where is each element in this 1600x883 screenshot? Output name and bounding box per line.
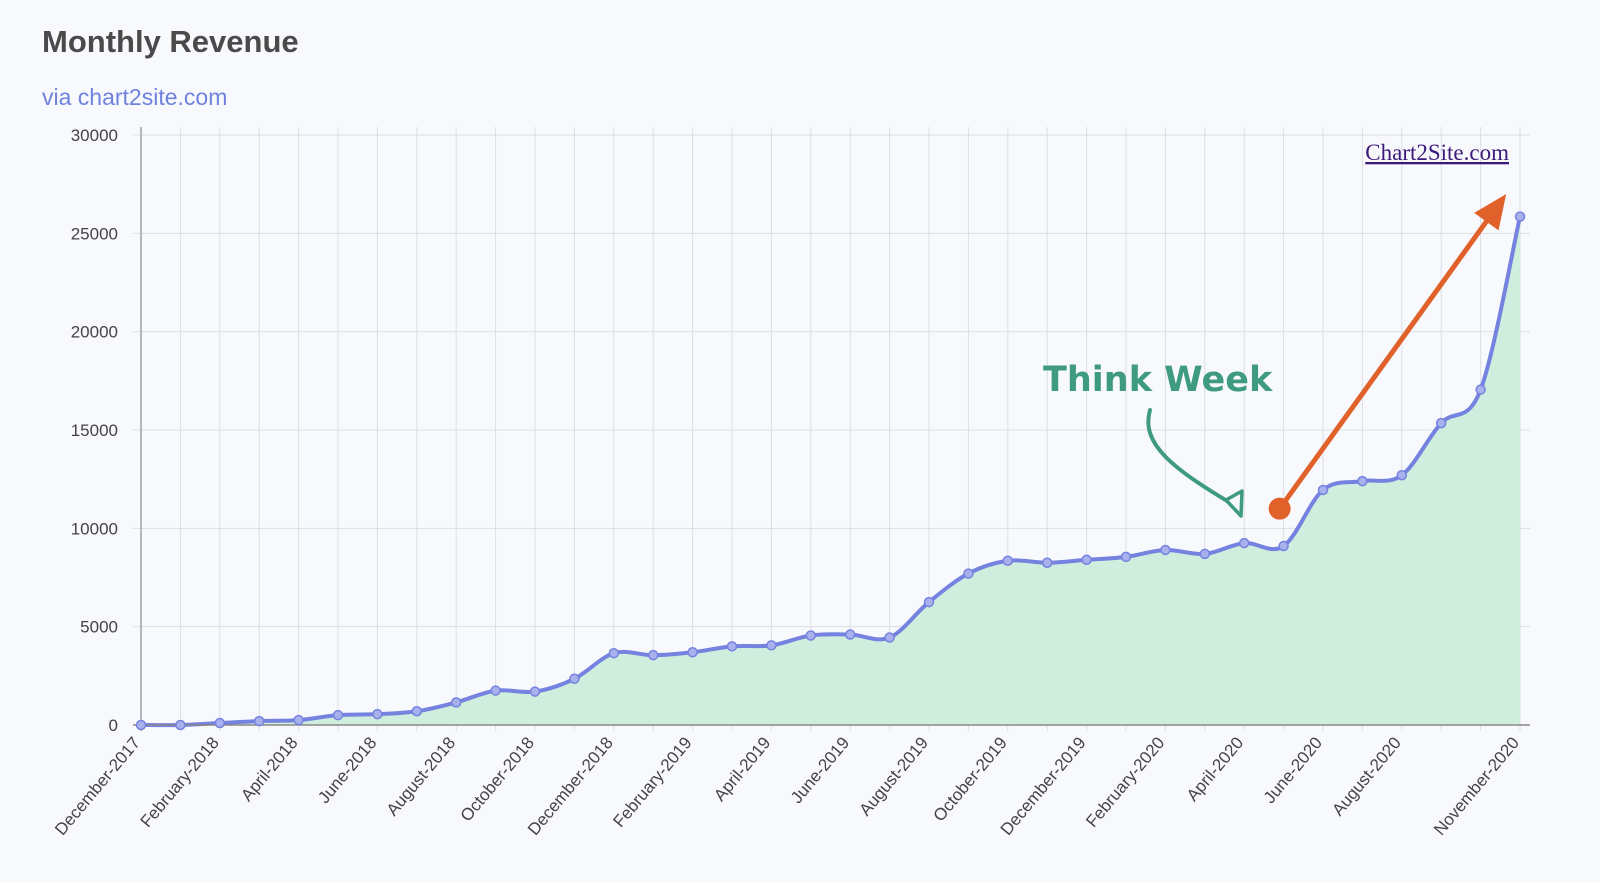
data-point — [687, 646, 698, 658]
x-tick-label: June-2018 — [314, 733, 380, 807]
x-tick-label: June-2019 — [787, 733, 853, 807]
data-point — [293, 714, 304, 726]
annotation-curved-arrow — [1146, 408, 1239, 509]
point-layer — [135, 211, 1526, 731]
data-point — [1357, 475, 1368, 487]
data-point — [450, 697, 462, 708]
x-tick-label: August-2018 — [383, 733, 460, 819]
data-point — [884, 632, 895, 643]
x-tick-label: August-2019 — [856, 733, 933, 819]
data-point — [1514, 211, 1526, 222]
data-point — [1278, 540, 1289, 552]
data-point — [529, 686, 541, 697]
data-point — [1041, 557, 1053, 568]
data-point — [1396, 469, 1408, 481]
data-point — [1160, 544, 1171, 556]
data-point — [332, 709, 344, 721]
trend-arrowhead — [1474, 194, 1507, 231]
area-fill — [141, 216, 1520, 726]
x-tick-label: December-2019 — [997, 733, 1090, 839]
chart-subtitle-link[interactable]: via chart2site.com — [42, 84, 228, 110]
data-point — [923, 596, 935, 608]
x-tick-label: November-2020 — [1430, 733, 1523, 839]
y-tick-label: 10000 — [71, 519, 118, 538]
data-point — [844, 629, 856, 640]
trend-arrow-start-dot — [1268, 497, 1291, 520]
x-tick-label: August-2020 — [1328, 733, 1405, 819]
data-point — [1317, 484, 1329, 496]
y-tick-label: 15000 — [71, 421, 118, 440]
annotation-layer: Think Week — [1043, 194, 1507, 520]
x-tick-label: April-2019 — [710, 733, 774, 805]
area-layer — [140, 216, 1522, 728]
data-point — [1120, 551, 1132, 563]
data-point — [726, 641, 738, 652]
x-tick-label: February-2019 — [609, 733, 695, 831]
x-tick-label: October-2018 — [457, 733, 538, 825]
chart-title: Monthly Revenue — [42, 24, 299, 59]
data-point — [253, 715, 265, 727]
trend-arrow-line — [1277, 219, 1489, 512]
x-tick-label: June-2020 — [1260, 733, 1326, 807]
y-tick-label: 25000 — [71, 224, 118, 243]
x-tick-label: April-2020 — [1183, 733, 1247, 805]
data-point — [569, 673, 580, 685]
data-point — [1199, 548, 1211, 560]
data-point — [372, 708, 383, 720]
data-point — [1002, 555, 1014, 567]
annotation-arrowhead — [1224, 489, 1244, 518]
data-point — [1081, 554, 1092, 566]
data-point — [135, 719, 147, 731]
data-point — [1435, 417, 1447, 429]
annotation-label: Think Week — [1043, 360, 1273, 400]
data-point — [647, 649, 659, 661]
data-point — [963, 568, 974, 579]
x-tick-label: April-2018 — [237, 733, 301, 805]
data-point — [1238, 537, 1250, 549]
data-point — [214, 717, 226, 729]
y-tick-label: 5000 — [80, 618, 118, 637]
data-point — [805, 630, 817, 641]
y-tick-label: 20000 — [71, 323, 118, 342]
x-tick-label: December-2017 — [51, 733, 144, 839]
data-point — [1475, 384, 1486, 395]
data-point — [175, 719, 186, 731]
y-tick-label: 30000 — [71, 126, 118, 145]
data-point — [490, 685, 501, 696]
data-point — [608, 647, 620, 659]
x-tick-label: February-2020 — [1082, 733, 1168, 831]
data-point — [411, 705, 423, 717]
x-tick-label: February-2018 — [137, 733, 223, 831]
x-tick-label: December-2018 — [524, 733, 617, 839]
y-tick-label: 0 — [109, 716, 118, 735]
x-tick-label: October-2019 — [929, 733, 1010, 825]
watermark-link[interactable]: Chart2Site.com — [1365, 140, 1509, 165]
data-point — [766, 640, 777, 651]
